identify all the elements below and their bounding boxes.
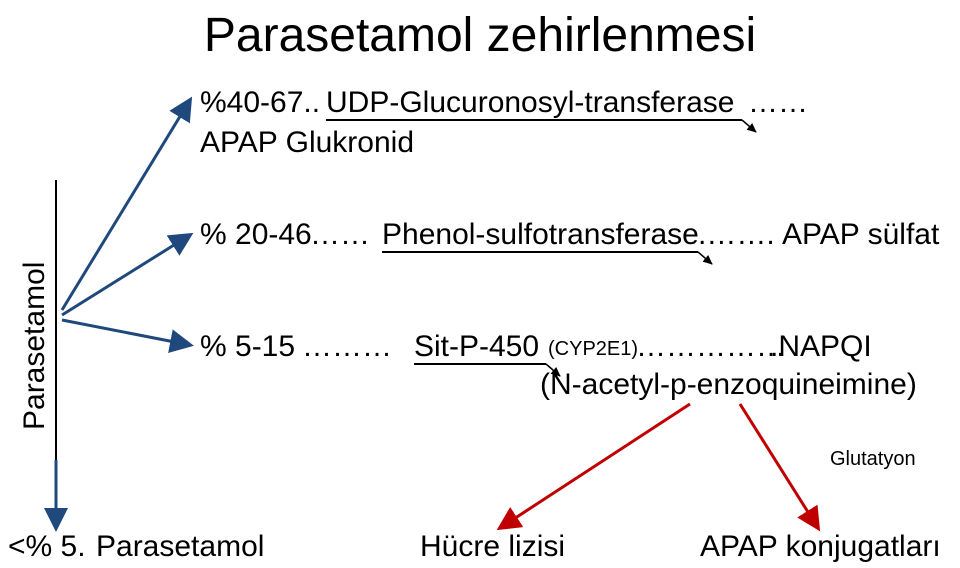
napqi-right: APAP konjugatları <box>700 530 941 564</box>
p3-dots1: ……… <box>302 330 392 364</box>
p3-sub: (CYP2E1) <box>548 338 638 361</box>
page-title: Parasetamol zehirlenmesi <box>0 8 960 63</box>
y-axis-label: Parasetamol <box>18 262 52 430</box>
p2-dots2: .……. <box>698 218 775 252</box>
napqi-left: Hücre lizisi <box>420 530 565 564</box>
p3-pct: % 5-15 <box>200 330 295 364</box>
unchanged-label: Parasetamol <box>96 530 264 564</box>
p1-enzyme: UDP-Glucuronosyl-transferase <box>326 86 734 120</box>
diagram-stage: Parasetamol zehirlenmesi Parasetamol %40… <box>0 0 960 568</box>
p3-enzyme: Sit-P-450 <box>414 330 539 364</box>
glutatyon-label: Glutatyon <box>830 448 916 471</box>
p2-pct: % 20-46 <box>200 218 312 252</box>
p3-product2: (N-acetyl-p-enzoquineimine) <box>540 368 917 402</box>
p1-pct: %40-67.. <box>200 86 320 120</box>
unchanged-pct: <% 5. <box>8 530 86 564</box>
p2-enzyme: Phenol-sulfotransferase <box>382 218 699 252</box>
p3-dots2: …………… <box>636 330 786 364</box>
p1-product: APAP Glukronid <box>200 126 414 160</box>
p3-product: .NAPQI <box>770 330 872 364</box>
p1-dots: …… <box>748 86 808 120</box>
p2-dots1: …… <box>310 218 370 252</box>
p2-product: APAP sülfat <box>782 218 939 252</box>
